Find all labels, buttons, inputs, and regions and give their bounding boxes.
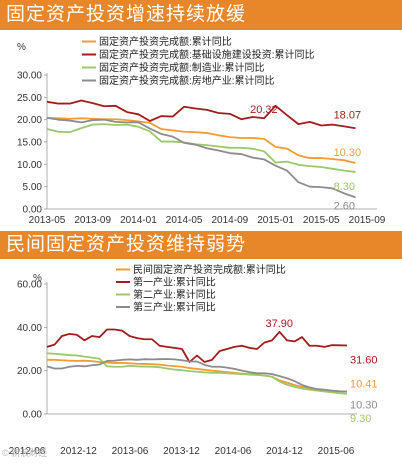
series-line-4	[46, 358, 348, 393]
y-tick-label: 40.00	[17, 323, 42, 334]
y-tick-label: 5.00	[23, 182, 43, 193]
watermark: © 新浪财经	[2, 448, 48, 458]
legend-entry: 固定资产投资完成额:制造业:累计同比	[99, 61, 265, 74]
y-unit-label: %	[33, 273, 42, 284]
y-tick-label: 0.00	[23, 410, 43, 421]
end-value-label: 18.07	[334, 109, 362, 121]
legend-entry: 第三产业:累计同比	[133, 301, 216, 314]
x-tick-label: 2013-12	[163, 446, 200, 457]
x-tick-label: 2014-01	[120, 215, 157, 226]
y-tick-label: 0.00	[23, 205, 43, 216]
legend-entry: 固定资产投资完成额:房地产业:累计同比	[99, 74, 275, 87]
legend-entry: 第二产业:累计同比	[133, 288, 216, 301]
y-tick-label: 30.00	[17, 71, 42, 82]
x-tick-label: 2015-01	[257, 215, 294, 226]
legend-entry: 民间固定资产投资完成额:累计同比	[133, 263, 286, 276]
end-value-label: 10.30	[334, 147, 362, 159]
series-line-1	[47, 358, 348, 393]
peak-value-label: 20.32	[250, 104, 278, 116]
x-tick-label: 2015-05	[303, 215, 340, 226]
x-tick-label: 2015-06	[318, 446, 355, 457]
y-tick-label: 15.00	[17, 138, 42, 149]
chart1-infrastructure-investment: % 0.00 5.00 10.00 15.00 20.00 25.00 30.00 2013-0…	[17, 35, 386, 226]
x-tick-label: 2015-09	[349, 215, 386, 226]
end-value-label: 2.60	[334, 200, 355, 212]
x-tick-label: 2013-09	[74, 215, 111, 226]
x-tick-label: 2014-12	[266, 446, 303, 457]
series-line-4	[46, 116, 356, 199]
x-tick-label: 2014-06	[215, 446, 252, 457]
end-value-label: 9.30	[350, 413, 371, 425]
series-line-2	[46, 99, 356, 130]
series-line-2	[46, 328, 348, 363]
y-tick-label: 20.00	[17, 366, 42, 377]
legend-entry: 第一产业:累计同比	[133, 276, 216, 289]
chart2-title-banner: 民间固定资产投资维持弱势	[0, 231, 402, 259]
y-tick-label: 25.00	[17, 93, 42, 104]
x-tick-label: 2012-12	[60, 446, 97, 457]
series-line-3	[46, 123, 356, 173]
x-tick-label: 2014-09	[212, 215, 249, 226]
y-unit-label: %	[17, 42, 26, 53]
end-value-label: 10.41	[350, 378, 378, 390]
series-line-3	[46, 352, 348, 395]
legend-entry: 固定资产投资完成额:基础设施建设投资:累计同比	[99, 48, 315, 61]
end-value-label: 31.60	[350, 355, 378, 367]
x-tick-label: 2014-05	[166, 215, 203, 226]
end-value-label: 8.30	[334, 181, 355, 193]
y-tick-label: 60.00	[17, 280, 42, 291]
x-tick-label: 2013-06	[112, 446, 149, 457]
peak-value-label: 37.90	[266, 318, 294, 330]
y-tick-label: 20.00	[17, 115, 42, 126]
x-tick-label: 2013-05	[29, 215, 66, 226]
x-tick-label: 2012-06	[9, 446, 46, 457]
chart1-title-banner: 固定资产投资增速持续放缓	[0, 0, 402, 30]
end-value-label: 10.30	[350, 400, 378, 412]
chart2-private-investment: % 0.00 20.00 40.00 60.00 2012-06 2012-12 2013-0…	[9, 263, 378, 457]
legend-entry: 固定资产投资完成额:累计同比	[99, 35, 232, 48]
y-tick-label: 10.00	[17, 160, 42, 171]
